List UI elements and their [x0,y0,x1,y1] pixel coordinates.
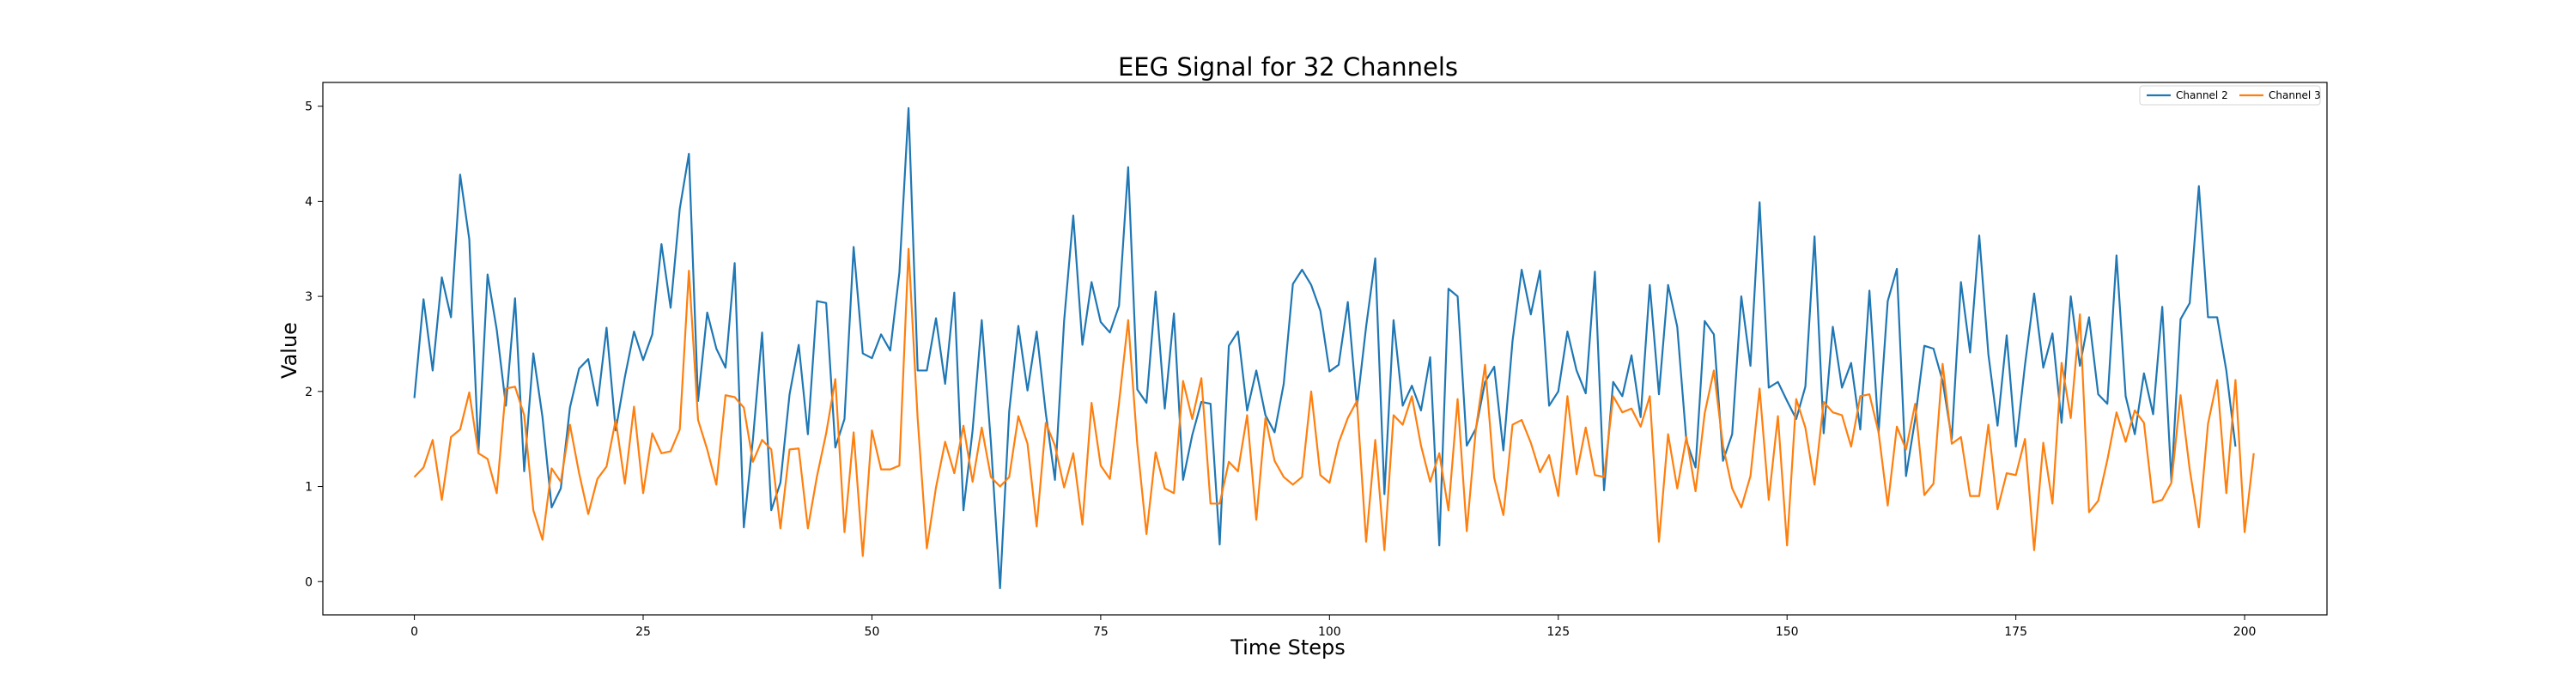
series-line-2 [413,247,2255,557]
y-tick-label: 4 [305,195,313,209]
legend-box [2139,85,2321,106]
x-axis-title: Time Steps [1230,635,1346,660]
y-axis-title: Value [277,322,301,379]
x-tick-label: 175 [2004,625,2027,639]
x-tick-label: 150 [1776,625,1799,639]
y-tick-label: 5 [305,100,313,114]
series-line-1 [413,106,2237,590]
x-tick-label: 75 [1093,625,1109,639]
legend-label-2: Channel 3 [2269,89,2321,101]
x-tick-label: 200 [2233,625,2257,639]
plot-frame [322,82,2328,616]
x-tick-label: 0 [410,625,418,639]
y-tick-label: 1 [305,481,313,495]
x-tick-label: 100 [1318,625,1341,639]
x-tick-label: 125 [1546,625,1570,639]
plot-area [413,106,2255,590]
x-tick-label: 25 [635,625,651,639]
y-tick-label: 2 [305,386,313,399]
chart-legend: Channel 2 Channel 3 [2139,85,2321,106]
x-tick-label: 50 [865,625,880,639]
y-axis: 0 1 2 3 4 5 [305,100,323,589]
chart-title: EEG Signal for 32 Channels [1118,52,1458,82]
y-tick-label: 3 [305,290,313,304]
y-tick-label: 0 [305,575,313,589]
x-axis: 0 25 50 75 100 125 150 175 200 [410,615,2256,639]
legend-label-1: Channel 2 [2176,89,2228,101]
